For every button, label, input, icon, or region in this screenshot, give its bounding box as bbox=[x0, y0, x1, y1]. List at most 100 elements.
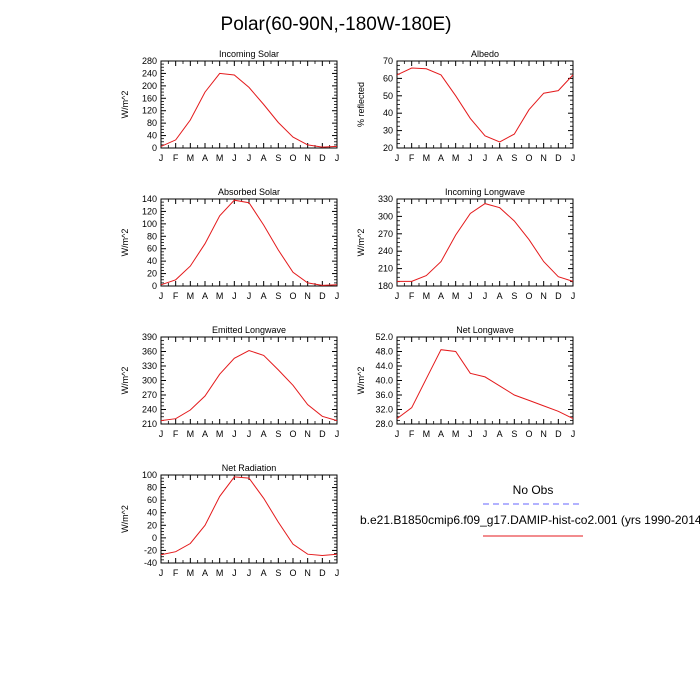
y-tick-label: 330 bbox=[142, 361, 157, 371]
x-tick-label: N bbox=[540, 153, 547, 163]
x-tick-label: N bbox=[540, 291, 547, 301]
y-tick-label: 270 bbox=[142, 390, 157, 400]
x-tick-label: A bbox=[202, 153, 208, 163]
x-tick-label: D bbox=[319, 153, 326, 163]
y-tick-label: 210 bbox=[378, 264, 393, 274]
chart-incoming-longwave: Incoming Longwave W/m^2 180 210 240 270 300 330… bbox=[356, 187, 575, 301]
x-tick-label: N bbox=[304, 291, 311, 301]
series-line-absorbed-solar bbox=[160, 199, 338, 286]
chart-net-longwave: Net Longwave W/m^2 28.0 32.0 36.0 40.0 44.0 48.… bbox=[356, 325, 575, 439]
chart-title: Incoming Longwave bbox=[445, 187, 525, 197]
y-tick-label: 100 bbox=[142, 470, 157, 480]
y-tick-label: 200 bbox=[142, 81, 157, 91]
figure-title: Polar(60-90N,-180W-180E) bbox=[221, 14, 452, 35]
x-tick-label: A bbox=[497, 429, 503, 439]
y-axis-label: W/m^2 bbox=[120, 91, 130, 119]
y-tick-label: 48.0 bbox=[375, 347, 393, 357]
x-tick-label: J bbox=[232, 429, 237, 439]
legend-obs-label: No Obs bbox=[513, 483, 554, 497]
legend-model-label: b.e21.B1850cmip6.f09_g17.DAMIP-hist-co2.… bbox=[360, 513, 700, 527]
y-tick-label: 300 bbox=[378, 211, 393, 221]
y-tick-label: 280 bbox=[142, 56, 157, 66]
y-tick-label: 140 bbox=[142, 194, 157, 204]
x-tick-label: A bbox=[438, 429, 444, 439]
plot-frame bbox=[396, 336, 574, 425]
x-tick-label: M bbox=[423, 429, 431, 439]
series-line-emitted-longwave bbox=[160, 349, 338, 422]
x-tick-label: D bbox=[319, 429, 326, 439]
x-tick-label: O bbox=[289, 291, 296, 301]
x-tick-label: D bbox=[555, 429, 562, 439]
y-tick-label: -40 bbox=[144, 558, 157, 568]
chart-title: Incoming Solar bbox=[219, 49, 279, 59]
x-tick-label: J bbox=[468, 153, 473, 163]
y-axis-label: W/m^2 bbox=[120, 505, 130, 533]
x-tick-label: O bbox=[289, 568, 296, 578]
y-tick-label: 20 bbox=[147, 520, 157, 530]
y-tick-label: 30 bbox=[383, 126, 393, 136]
y-tick-label: 70 bbox=[383, 56, 393, 66]
chart-emitted-longwave: Emitted Longwave W/m^2 210 240 270 300 330 360 3… bbox=[120, 325, 339, 439]
x-tick-label: J bbox=[232, 291, 237, 301]
x-tick-label: N bbox=[304, 429, 311, 439]
y-tick-label: 52.0 bbox=[375, 332, 393, 342]
x-tick-label: A bbox=[438, 153, 444, 163]
x-tick-label: A bbox=[202, 429, 208, 439]
x-tick-label: F bbox=[409, 153, 415, 163]
x-tick-label: S bbox=[275, 568, 281, 578]
x-tick-label: M bbox=[216, 153, 224, 163]
x-tick-label: F bbox=[173, 568, 179, 578]
y-tick-label: 80 bbox=[147, 231, 157, 241]
series-line-net-radiation bbox=[160, 476, 338, 557]
x-tick-label: M bbox=[452, 153, 460, 163]
x-tick-label: J bbox=[468, 291, 473, 301]
x-tick-label: F bbox=[173, 291, 179, 301]
y-tick-label: 50 bbox=[383, 91, 393, 101]
x-tick-label: J bbox=[483, 429, 488, 439]
y-tick-label: 60 bbox=[147, 244, 157, 254]
series-line-incoming-solar bbox=[160, 72, 338, 148]
x-tick-label: J bbox=[571, 291, 576, 301]
y-tick-label: 0 bbox=[152, 281, 157, 291]
x-tick-label: J bbox=[159, 291, 164, 301]
x-tick-label: J bbox=[247, 291, 252, 301]
x-tick-label: A bbox=[261, 429, 267, 439]
y-tick-label: 100 bbox=[142, 219, 157, 229]
x-tick-label: J bbox=[232, 153, 237, 163]
x-tick-label: J bbox=[468, 429, 473, 439]
y-tick-label: 0 bbox=[152, 143, 157, 153]
chart-title: Absorbed Solar bbox=[218, 187, 280, 197]
y-tick-label: 360 bbox=[142, 347, 157, 357]
chart-incoming-solar: Incoming Solar W/m^2 0 40 80 120 160 200 240 280 J… bbox=[120, 49, 339, 163]
x-tick-label: F bbox=[409, 291, 415, 301]
y-tick-label: 28.0 bbox=[375, 419, 393, 429]
x-tick-label: M bbox=[187, 153, 195, 163]
series-line-net-longwave bbox=[396, 349, 574, 420]
y-tick-label: 40.0 bbox=[375, 376, 393, 386]
y-tick-label: 40 bbox=[147, 256, 157, 266]
x-tick-label: A bbox=[261, 568, 267, 578]
x-tick-label: A bbox=[497, 291, 503, 301]
x-tick-label: D bbox=[555, 291, 562, 301]
series-line-incoming-longwave bbox=[397, 203, 574, 282]
x-tick-label: J bbox=[335, 291, 340, 301]
x-tick-label: A bbox=[202, 291, 208, 301]
x-tick-label: J bbox=[232, 568, 237, 578]
x-tick-label: M bbox=[187, 291, 195, 301]
x-tick-label: J bbox=[247, 153, 252, 163]
x-tick-label: F bbox=[409, 429, 415, 439]
y-tick-label: 240 bbox=[378, 246, 393, 256]
y-tick-label: 390 bbox=[142, 332, 157, 342]
x-tick-label: O bbox=[289, 153, 296, 163]
x-tick-label: D bbox=[555, 153, 562, 163]
y-tick-label: 330 bbox=[378, 194, 393, 204]
y-tick-label: 60 bbox=[383, 73, 393, 83]
legend: No Obs b.e21.B1850cmip6.f09_g17.DAMIP-hi… bbox=[360, 483, 700, 537]
x-tick-label: S bbox=[511, 153, 517, 163]
y-tick-label: 120 bbox=[142, 206, 157, 216]
x-tick-label: J bbox=[571, 153, 576, 163]
x-tick-label: D bbox=[319, 568, 326, 578]
y-tick-label: 44.0 bbox=[375, 361, 393, 371]
